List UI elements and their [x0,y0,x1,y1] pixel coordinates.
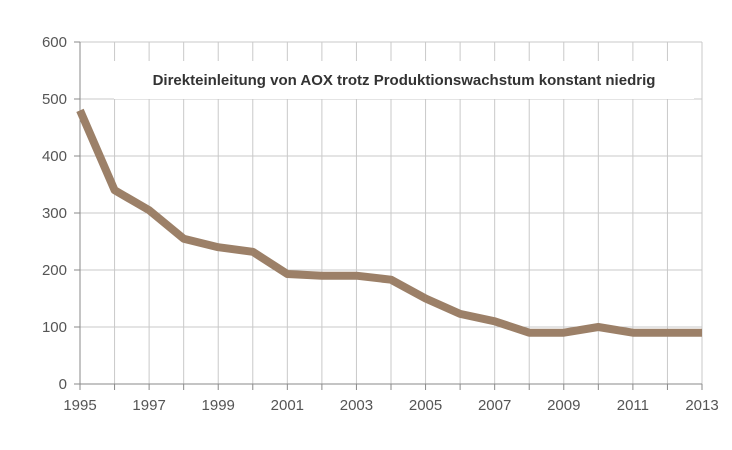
y-tick-labels: 0 100 200 300 400 500 600 [42,34,67,393]
chart-title-background [114,61,694,99]
y-tick-label-300: 300 [42,205,67,222]
series-group [76,108,702,337]
chart-title: Direkteinleitung von AOX trotz Produktio… [153,72,656,89]
y-tick-label-200: 200 [42,262,67,279]
y-tick-label-600: 600 [42,34,67,51]
series-line-0 [76,108,702,337]
x-tick-label-1999: 1999 [202,397,235,414]
x-tick-label-2005: 2005 [409,397,442,414]
x-tick-labels: 1995 1997 1999 2001 2003 2005 2007 2009 2011 2013 [63,397,718,414]
x-tick-label-2003: 2003 [340,397,373,414]
y-tick-label-400: 400 [42,148,67,165]
y-tick-label-100: 100 [42,319,67,336]
x-tick-label-2001: 2001 [271,397,304,414]
axes [74,41,703,390]
x-tick-label-2007: 2007 [478,397,511,414]
x-tick-label-2009: 2009 [547,397,580,414]
x-tick-label-2011: 2011 [617,397,649,414]
x-tick-label-2013: 2013 [685,397,718,414]
y-tick-label-500: 500 [42,91,67,108]
x-tick-label-1997: 1997 [132,397,165,414]
chart-title-group: Direkteinleitung von AOX trotz Produktio… [114,61,694,99]
x-tick-label-1995: 1995 [63,397,96,414]
y-tick-label-0: 0 [59,376,67,393]
